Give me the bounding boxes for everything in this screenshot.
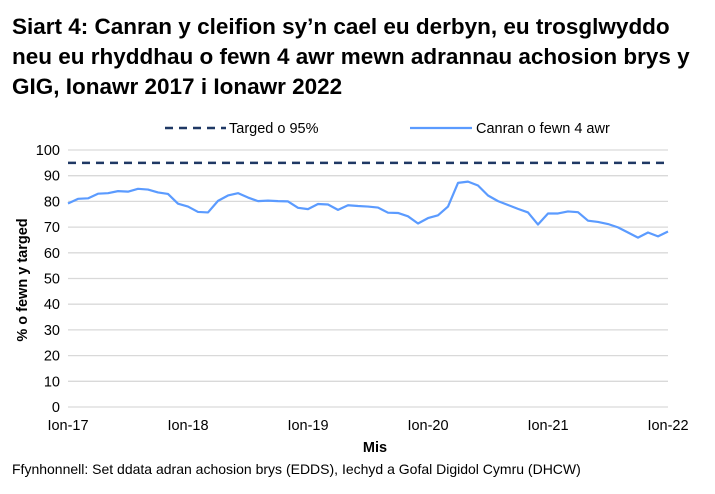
x-tick-label: Ion-17 <box>47 418 88 434</box>
y-axis-label: % o fewn y targed <box>15 218 31 341</box>
y-tick-label: 20 <box>44 349 60 365</box>
chart-title: Siart 4: Canran y cleifion sy’n cael eu … <box>12 14 690 99</box>
y-tick-label: 40 <box>44 297 60 313</box>
x-tick-label: Ion-20 <box>407 418 448 434</box>
y-tick-label: 50 <box>44 272 60 288</box>
y-tick-label: 70 <box>44 220 60 236</box>
x-tick-label: Ion-22 <box>647 418 688 434</box>
y-tick-label: 60 <box>44 246 60 262</box>
y-tick-label: 30 <box>44 323 60 339</box>
y-tick-label: 100 <box>36 143 60 159</box>
x-tick-label: Ion-21 <box>527 418 568 434</box>
source-note: Ffynhonnell: Set ddata adran achosion br… <box>12 461 581 477</box>
x-tick-label: Ion-19 <box>287 418 328 434</box>
y-tick-label: 90 <box>44 169 60 185</box>
series-line-canran <box>67 180 669 239</box>
y-tick-label: 80 <box>44 194 60 210</box>
legend-label-target: Targed o 95% <box>229 121 319 137</box>
x-axis-label: Mis <box>363 440 387 456</box>
legend-label-canran: Canran o fewn 4 awr <box>476 121 610 137</box>
x-tick-label: Ion-18 <box>167 418 208 434</box>
y-tick-label: 0 <box>52 400 60 416</box>
y-tick-label: 10 <box>44 374 60 390</box>
